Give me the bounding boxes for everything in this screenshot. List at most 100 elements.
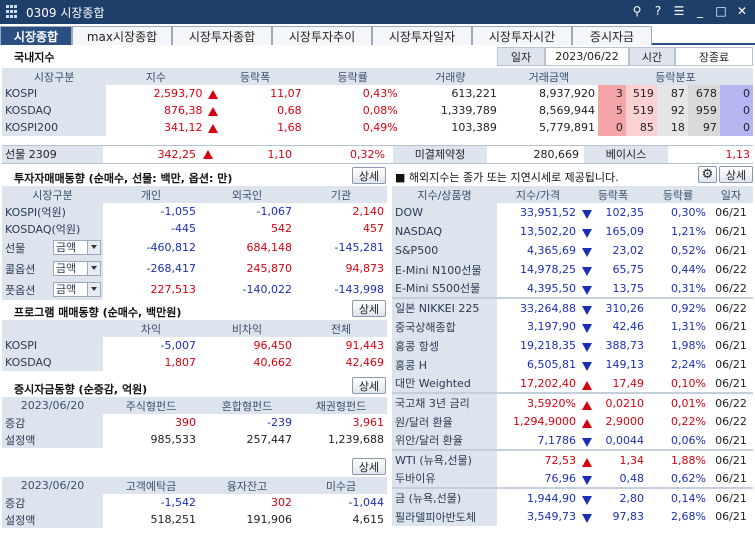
date-value: 06/21 [715,433,747,447]
arbitrage-value: -5,007 [160,339,196,352]
table-row[interactable]: 국고채 3년 금리 3,5920% 0,0210 0,01% 06/22 [392,393,753,412]
change-cell: 13,75 [579,279,647,298]
price-value: 19,218,35 [520,339,576,352]
investor-detail-button[interactable]: 상세 [352,167,386,184]
table-row[interactable]: 원/달러 환율 1,294,9000 2,9000 0,22% 06/22 [392,412,753,431]
instrument-name: S&P500 [392,241,497,260]
basis-value: 1,13 [725,148,751,161]
mixed-fund-value: 257,447 [246,433,293,446]
down-arrow-icon [582,324,592,333]
futures-label: 선물 2309 [2,146,103,163]
funds-detail-button[interactable]: 상세 [352,377,386,394]
individual-value: -445 [171,222,196,235]
tab-max-market-summary[interactable]: max시장종합 [72,26,172,45]
program-detail-button[interactable]: 상세 [352,300,386,317]
date-value: 06/21 [715,320,747,333]
unit-select[interactable]: 금액 [53,260,101,276]
table-row[interactable]: 금 (뉴욕,선물) 1,944,90 2,80 0,14% 06/21 [392,488,753,507]
table-row[interactable]: 증감 -1,542 302 -1,044 [2,494,387,511]
pin-icon[interactable]: ⚲ [632,4,642,18]
menu-grip-icon[interactable] [6,5,20,19]
change-cell: 2,9000 [579,412,647,431]
table-row[interactable]: DOW 33,951,52 102,35 0,30% 06/21 [392,203,753,222]
table-row[interactable]: 콜옵션 금액 -268,417 245,870 94,873 [2,258,387,279]
price-value: 13,502,20 [520,225,576,238]
table-row[interactable]: KOSPI200 341,12 1,68 0,49% 103,389 5,779… [2,119,753,136]
help-icon[interactable]: ? [654,4,662,18]
down-arrow-icon [582,495,592,505]
rate-value: 0,14% [671,491,706,505]
chevron-down-icon [87,261,100,275]
col-header: 일자 [709,186,753,203]
overseas-detail-button[interactable]: 상세 [719,166,753,183]
tab-market-funds[interactable]: 증시자금 [572,26,652,45]
down-arrow-icon [582,514,592,523]
change-cell: 149,13 [579,355,647,374]
tab-market-investor-trend[interactable]: 시장투자추이 [272,26,372,45]
tab-market-summary[interactable]: 시장종합 [0,26,72,45]
table-row[interactable]: 설정액 985,533 257,447 1,239,688 [2,431,387,448]
margin-loan-value: 191,906 [246,513,293,526]
instrument-name: 두바이유 [392,469,497,488]
change-cell: 388,73 [579,336,647,355]
price-value: 72,53 [544,453,577,467]
row-label: 설정액 [2,431,103,448]
instrument-name: WTI (뉴욕,선물) [392,450,497,469]
table-row[interactable]: KOSDAQ(억원) -445 542 457 [2,220,387,237]
minimize-icon[interactable]: _ [697,4,703,18]
maximize-icon[interactable]: □ [715,4,727,18]
tab-market-investor-date[interactable]: 시장투자일자 [372,26,472,45]
deposits-detail-button[interactable]: 상세 [352,458,386,475]
table-row[interactable]: 증감 390 -239 3,961 [2,414,387,431]
table-row[interactable]: KOSDAQ 1,807 40,662 42,469 [2,354,387,371]
col-header: 비차익 [199,320,295,337]
table-row[interactable]: 필라델피아반도체 3,549,73 97,83 2,68% 06/21 [392,507,753,526]
tab-market-investor-time[interactable]: 시장투자시간 [472,26,572,45]
col-header: 거래금액 [499,68,598,85]
rate-value: 0,92% [671,301,706,315]
settings-button[interactable]: ⚙ [698,166,717,183]
menu-icon[interactable]: ☰ [673,4,685,18]
close-icon[interactable]: ✕ [736,4,748,18]
non-arbitrage-value: 96,450 [253,339,293,352]
table-row[interactable]: KOSPI 2,593,70 11,07 0,43% 613,221 8,937… [2,85,753,102]
table-row[interactable]: 두바이유 76,96 0,48 0,62% 06/21 [392,469,753,488]
table-row[interactable]: E-Mini N100선물 14,978,25 65,75 0,44% 06/22 [392,260,753,279]
dist-down: 97 [687,119,720,136]
table-row[interactable]: E-Mini S500선물 4,395,50 13,75 0,31% 06/22 [392,279,753,298]
table-row[interactable]: 설정액 518,251 191,906 4,615 [2,511,387,528]
table-row[interactable]: S&P500 4,365,69 23,02 0,52% 06/21 [392,241,753,260]
price-value: 1,294,9000 [513,415,576,428]
row-label: 선물 [5,241,26,255]
table-row[interactable]: NASDAQ 13,502,20 165,09 1,21% 06/21 [392,222,753,241]
table-row[interactable]: 중국상해종합 3,197,90 42,46 1,31% 06/21 [392,317,753,336]
margin-loan-value: 302 [271,496,292,509]
volume-value: 1,339,789 [440,104,497,117]
overseas-index-table: 지수/상품명 지수/가격 등락폭 등락률 일자 DOW 33,951,52 102,… [392,186,753,526]
table-row[interactable]: KOSPI(억원) -1,055 -1,067 2,140 [2,203,387,220]
table-row[interactable]: KOSDAQ 876,38 0,68 0,08% 1,339,789 8,569… [2,102,753,119]
table-row[interactable]: 위안/달러 환율 7,1786 0,0044 0,06% 06/21 [392,431,753,450]
amount-value: 8,569,944 [539,104,595,117]
table-row[interactable]: 풋옵션 금액 227,513 -140,022 -143,998 [2,279,387,300]
foreign-value: -1,067 [256,205,292,218]
unit-select[interactable]: 금액 [53,281,101,297]
rate-value: 0,08% [362,104,398,117]
table-row[interactable]: KOSPI -5,007 96,450 91,443 [2,337,387,354]
table-row[interactable]: 홍콩 H 6,505,81 149,13 2,24% 06/21 [392,355,753,374]
table-row[interactable]: 대만 Weighted 17,202,40 17,49 0,10% 06/21 [392,374,753,393]
unit-select[interactable]: 금액 [53,239,101,255]
table-row[interactable]: WTI (뉴욕,선물) 72,53 1,34 1,88% 06/21 [392,450,753,469]
table-row[interactable]: 선물 금액 -460,812 684,148 -145,281 [2,237,387,258]
table-row[interactable]: 일본 NIKKEI 225 33,264,88 310,26 0,92% 06/22 [392,298,753,317]
col-header: 등락분포 [597,68,753,85]
down-arrow-icon [582,229,592,238]
down-arrow-icon [582,437,592,447]
dist-down: 678 [687,85,720,102]
date-value: 06/21 [715,510,747,523]
dist-down: 959 [687,102,720,119]
individual-value: 227,513 [150,283,197,296]
tab-market-investor-summary[interactable]: 시장투자종합 [172,26,272,45]
futures-row[interactable]: 선물 2309 342,25 1,10 0,32% 미결제약정 280,669 … [2,145,753,164]
table-row[interactable]: 홍콩 항셍 19,218,35 388,73 1,98% 06/21 [392,336,753,355]
